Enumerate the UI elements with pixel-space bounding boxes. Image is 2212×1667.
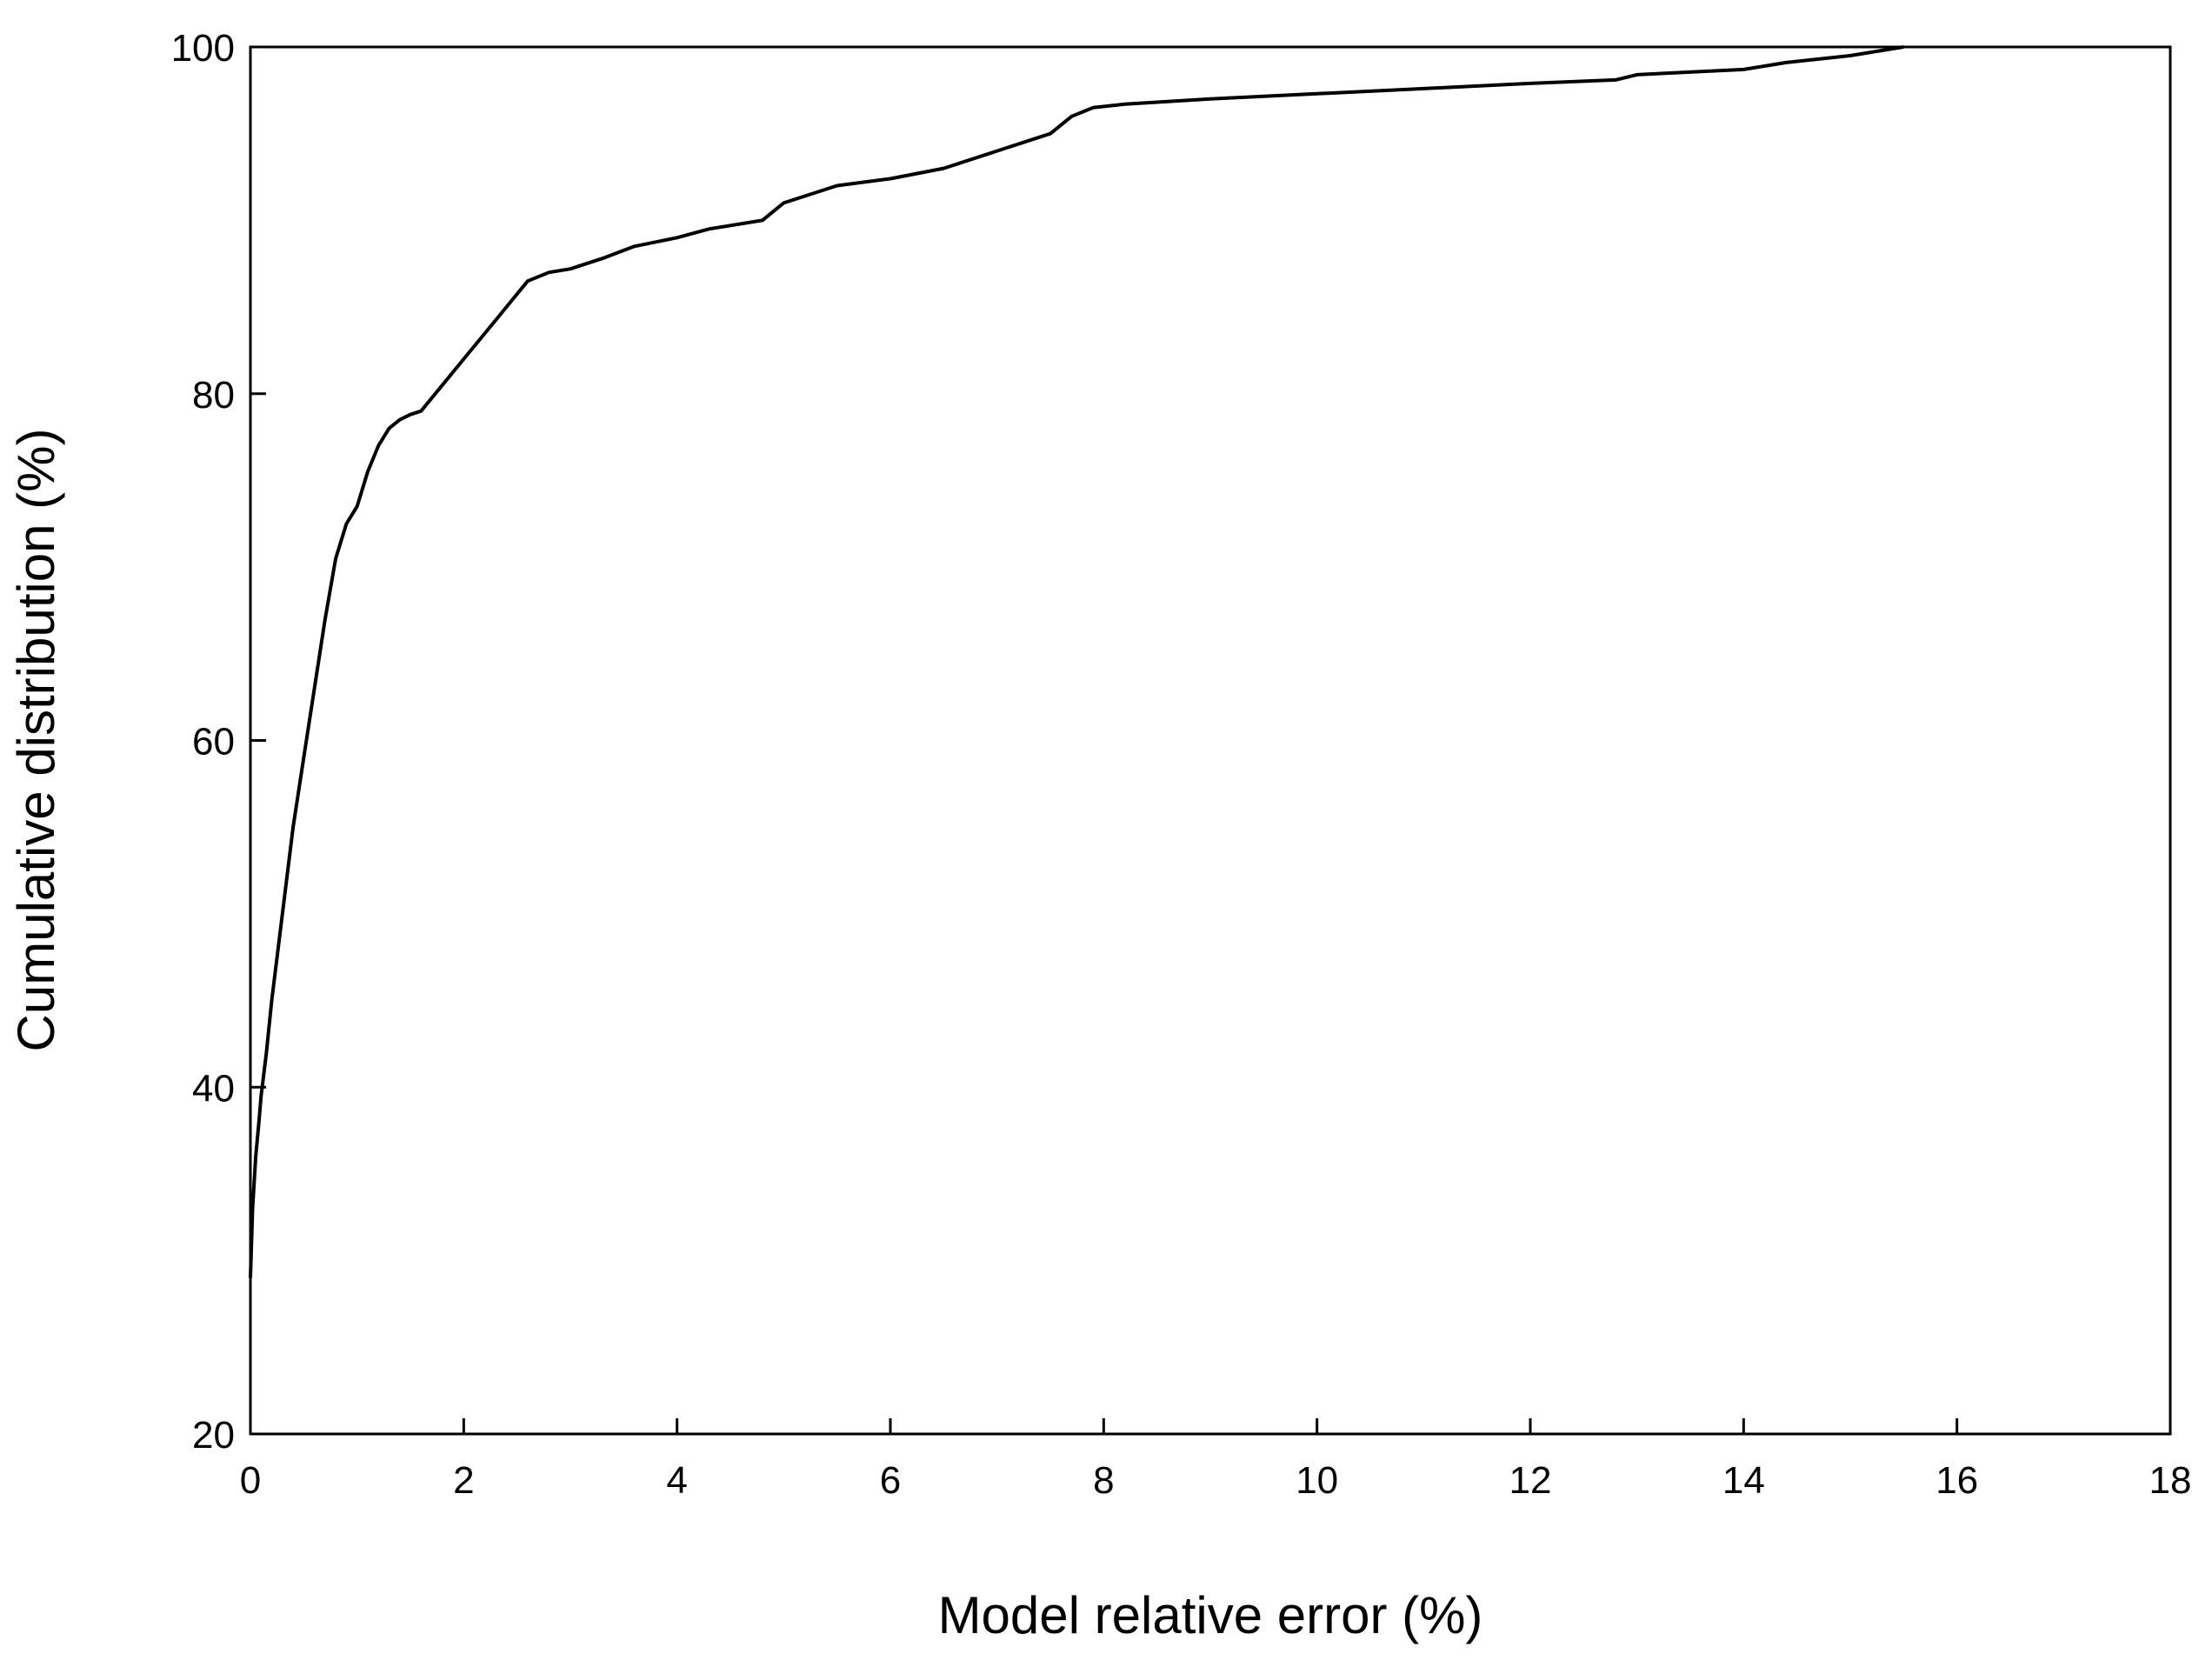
- y-tick-label: 80: [192, 374, 235, 417]
- y-tick-label: 100: [171, 27, 235, 70]
- x-axis-title: Model relative error (%): [938, 1586, 1483, 1644]
- x-axis-ticks: 0 2 4 6 8 10 12 14 16 18: [240, 1418, 2192, 1502]
- x-tick-label: 4: [666, 1459, 687, 1502]
- x-tick-label: 2: [453, 1459, 474, 1502]
- plot-frame: [249, 45, 2172, 1436]
- cdf-line: [249, 45, 1904, 1278]
- x-tick-label: 8: [1093, 1459, 1114, 1502]
- y-tick-label: 40: [192, 1067, 235, 1110]
- y-tick-label: 20: [192, 1414, 235, 1457]
- x-tick-label: 0: [240, 1459, 261, 1502]
- x-tick-label: 14: [1722, 1459, 1765, 1502]
- x-tick-label: 18: [2149, 1459, 2192, 1502]
- y-axis-title: Cumulative distribution (%): [7, 429, 65, 1052]
- y-tick-label: 60: [192, 721, 235, 763]
- y-axis-ticks: 20 40 60 80 100: [171, 27, 266, 1457]
- x-tick-label: 16: [1936, 1459, 1978, 1502]
- x-tick-label: 10: [1296, 1459, 1338, 1502]
- x-tick-label: 12: [1509, 1459, 1552, 1502]
- series-layer: [249, 45, 1904, 1278]
- x-tick-label: 6: [880, 1459, 901, 1502]
